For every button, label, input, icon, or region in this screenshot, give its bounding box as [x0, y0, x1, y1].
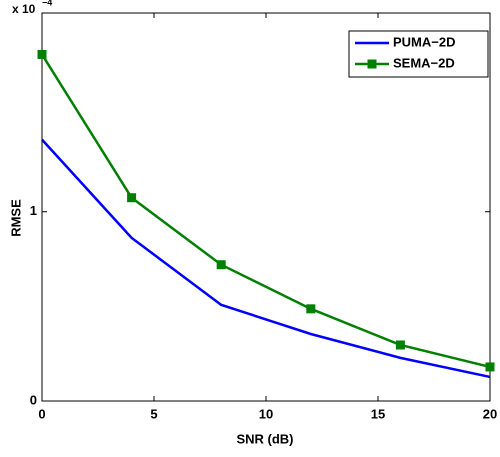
series-line — [40, 53, 491, 369]
series-line — [41, 138, 491, 379]
y-axis-label: RMSE — [8, 199, 23, 237]
data-point — [216, 260, 226, 270]
x-tick-label: 0 — [38, 406, 45, 421]
x-tick-label: 15 — [371, 406, 385, 421]
legend-box — [348, 30, 489, 78]
x-tick-label: 20 — [483, 406, 497, 421]
y-tick-label: 0 — [30, 392, 37, 407]
legend-label: SEMA−2D — [393, 55, 455, 70]
x-axis-label: SNR (dB) — [236, 431, 293, 446]
data-point — [485, 362, 495, 372]
data-point — [395, 340, 405, 350]
y-exponent: −4 — [42, 0, 52, 7]
y-multiplier: x 10 — [12, 2, 36, 16]
x-tick-label: 5 — [150, 406, 157, 421]
x-tick-label: 10 — [259, 406, 273, 421]
data-point — [127, 193, 137, 203]
y-tick-label: 1 — [30, 203, 37, 218]
plot-area — [41, 12, 491, 402]
legend-label: PUMA−2D — [393, 34, 456, 49]
data-point — [37, 49, 47, 59]
data-point — [306, 304, 316, 314]
legend-marker — [367, 59, 377, 69]
